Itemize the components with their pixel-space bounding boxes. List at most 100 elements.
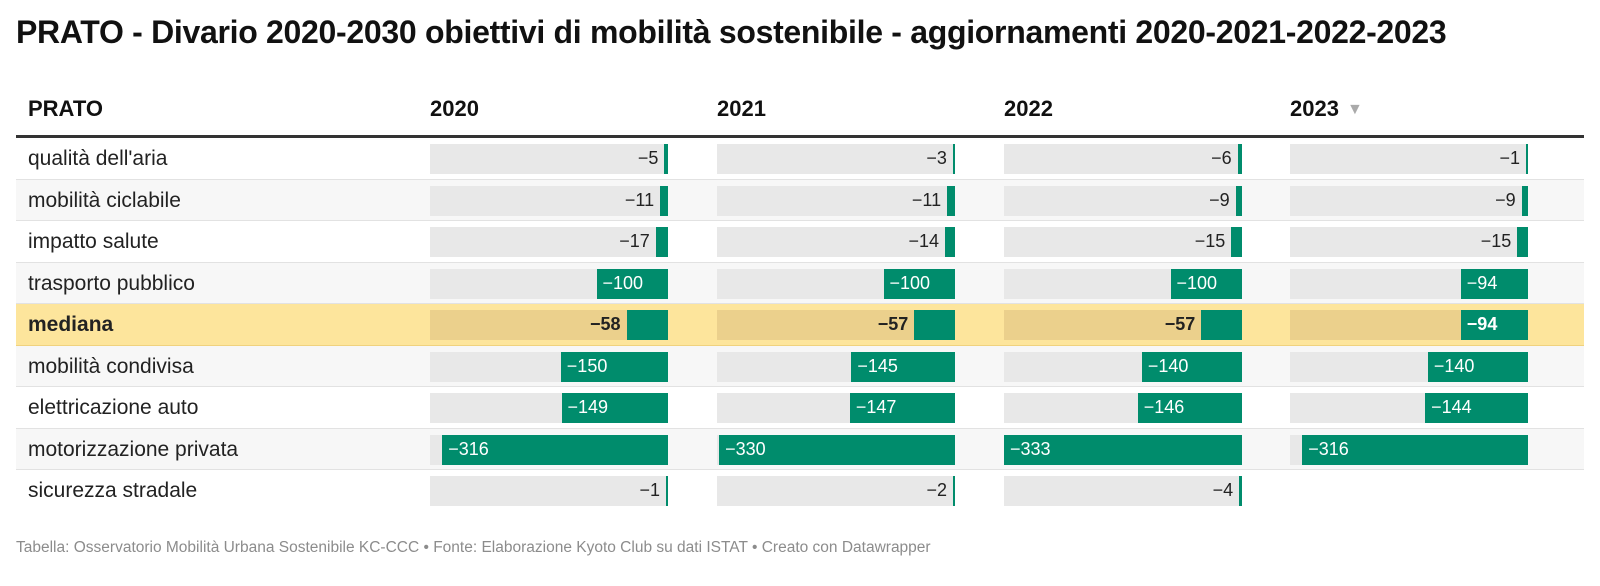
table-cell-2023: −144 [1290,393,1528,423]
column-header-2023[interactable]: 2023 ▼ [1290,96,1363,122]
value-label: −145 [857,355,898,376]
table-row: sicurezza stradale −1 −2 −4 [16,470,1584,512]
value-bar [851,351,955,382]
value-label: −330 [725,438,766,459]
table-header: PRATO 2020 2021 2022 2023 ▼ [16,88,1584,138]
footer-credits: Tabella: Osservatorio Mobilità Urbana So… [16,539,931,556]
value-bar [664,144,668,174]
column-header-label: 2022 [1004,96,1053,121]
row-label: motorizzazione privata [28,437,239,461]
row-label: mediana [28,313,114,336]
table-cell-2020: −58 [430,310,668,340]
table-cell-2023: −1 [1290,144,1528,174]
value-bar [1302,434,1528,465]
value-label: −147 [855,397,897,417]
column-header-2022[interactable]: 2022 [1004,96,1053,122]
value-bar [666,476,668,506]
value-bar [442,434,668,465]
value-label: −57 [877,314,909,334]
value-label: −58 [589,314,621,334]
value-label: −140 [1147,355,1189,376]
table-cell-2020: −149 [430,393,668,423]
row-label: impatto salute [28,230,159,253]
value-label: −5 [637,148,659,168]
table-cell-2022: −6 [1004,144,1242,174]
table-cell-2021: −330 [717,434,955,465]
table-row: motorizzazione privata −316 −330 −333 −316 [16,428,1584,470]
value-label: −94 [1466,272,1498,293]
table-body: qualità dell'aria −5 −3 −6 −1 mobilità ciclab… [16,138,1584,512]
value-bar [883,268,955,299]
value-bar [914,310,955,340]
value-label: −15 [1480,231,1512,251]
table-cell-2023: −316 [1290,434,1528,465]
row-label: elettricazione auto [28,396,199,419]
value-bar [1231,227,1242,257]
value-bar [1460,268,1528,299]
table-cell-2021: −57 [717,310,955,340]
value-label: −15 [1194,231,1226,251]
value-label: −100 [602,272,644,293]
table-cell-2022: −57 [1004,310,1242,340]
value-bar [952,144,955,174]
table-cell-2021: −14 [717,227,955,257]
value-label: −146 [1143,397,1185,417]
table-cell-2020: −100 [430,268,668,299]
value-bar [560,351,668,382]
value-label: −316 [1308,438,1349,459]
value-label: −149 [567,397,609,417]
value-bar [1521,185,1528,216]
table-cell-2020: −5 [430,144,668,174]
row-label: mobilità condivisa [28,354,194,378]
value-label: −14 [908,231,939,251]
value-bar [1141,351,1242,382]
table-row: mobilità ciclabile −11 −11 −9 −9 [16,179,1584,221]
table-cell-2023: −94 [1290,310,1528,340]
table-cell-2023: −140 [1290,351,1528,382]
value-label: −2 [926,480,947,500]
value-label: −17 [619,231,650,251]
row-label: mobilità ciclabile [28,188,181,212]
value-bar [953,476,955,506]
row-label: sicurezza stradale [28,479,198,502]
table-cell-2020: −17 [430,227,668,257]
value-bar [1427,351,1528,382]
value-label: −100 [1176,272,1218,293]
table-row: qualità dell'aria −5 −3 −6 −1 [16,138,1584,180]
value-label: −57 [1164,314,1196,334]
row-label: trasporto pubblico [28,271,195,295]
value-label: −150 [566,355,608,376]
column-header-2021[interactable]: 2021 [717,96,766,122]
column-header-2020[interactable]: 2020 [430,96,479,122]
value-bar [1237,144,1242,174]
value-label: −9 [1495,189,1516,210]
table-cell-2022: −4 [1004,476,1242,506]
value-bar [655,227,668,257]
table-cell-2020: −150 [430,351,668,382]
value-bar [1201,310,1242,340]
value-label: −316 [448,438,489,459]
value-bar [719,434,955,465]
value-label: −94 [1466,314,1498,334]
table-cell-2023: −9 [1290,185,1528,216]
value-bar [947,185,955,216]
value-label: −1 [639,480,660,500]
value-bar [660,185,668,216]
table-cell-2022: −140 [1004,351,1242,382]
column-header-label: 2023 [1290,96,1339,121]
value-bar [626,310,668,340]
value-label: −9 [1209,189,1230,210]
value-bar [849,393,955,423]
value-label: −6 [1211,148,1232,168]
row-label: qualità dell'aria [28,147,168,170]
table-cell-2022: −15 [1004,227,1242,257]
value-bar [1517,227,1528,257]
table-row: impatto salute −17 −14 −15 −15 [16,221,1584,263]
data-table: PRATO 2020 2021 2022 2023 ▼ qualità dell'… [16,88,1584,512]
table-cell-2022: −9 [1004,185,1242,216]
sort-descending-icon: ▼ [1346,101,1363,118]
column-header-label: 2021 [717,96,766,121]
value-label: −3 [926,148,947,168]
table-row: trasporto pubblico −100 −100 −100 −94 [16,262,1584,304]
value-label: −11 [624,189,655,210]
